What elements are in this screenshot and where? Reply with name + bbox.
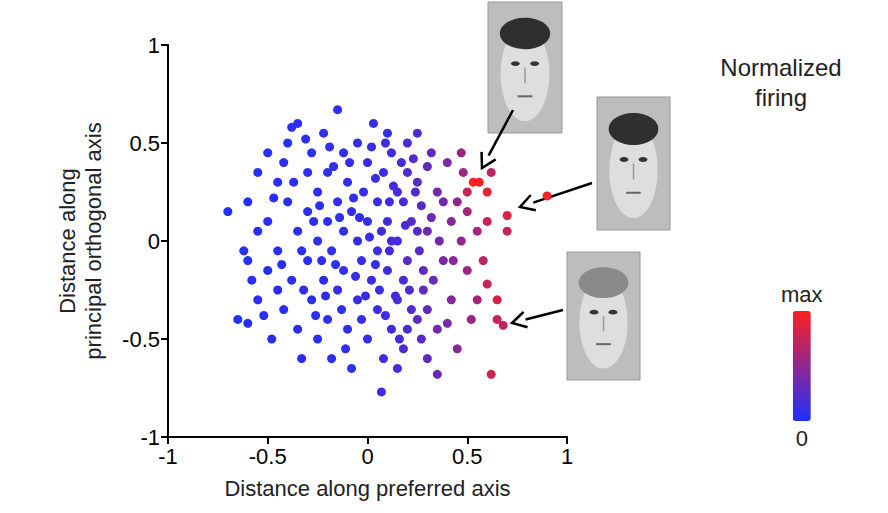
svg-text:Normalized: Normalized [720,54,841,81]
svg-text:1: 1 [148,33,160,58]
svg-text:Distance along preferred axis: Distance along preferred axis [224,476,510,501]
svg-text:-1: -1 [140,425,160,450]
svg-text:-0.5: -0.5 [122,327,160,352]
svg-text:0: 0 [796,426,808,451]
svg-text:max: max [781,282,823,307]
svg-text:0: 0 [148,229,160,254]
svg-text:0: 0 [361,444,373,469]
svg-text:0.5: 0.5 [452,444,483,469]
svg-text:firing: firing [755,84,807,111]
svg-text:Distance along: Distance along [55,168,80,314]
svg-text:1: 1 [561,444,573,469]
svg-text:-1: -1 [158,444,178,469]
svg-text:principal orthogonal axis: principal orthogonal axis [81,122,106,359]
svg-text:-0.5: -0.5 [249,444,287,469]
svg-text:0.5: 0.5 [129,131,160,156]
